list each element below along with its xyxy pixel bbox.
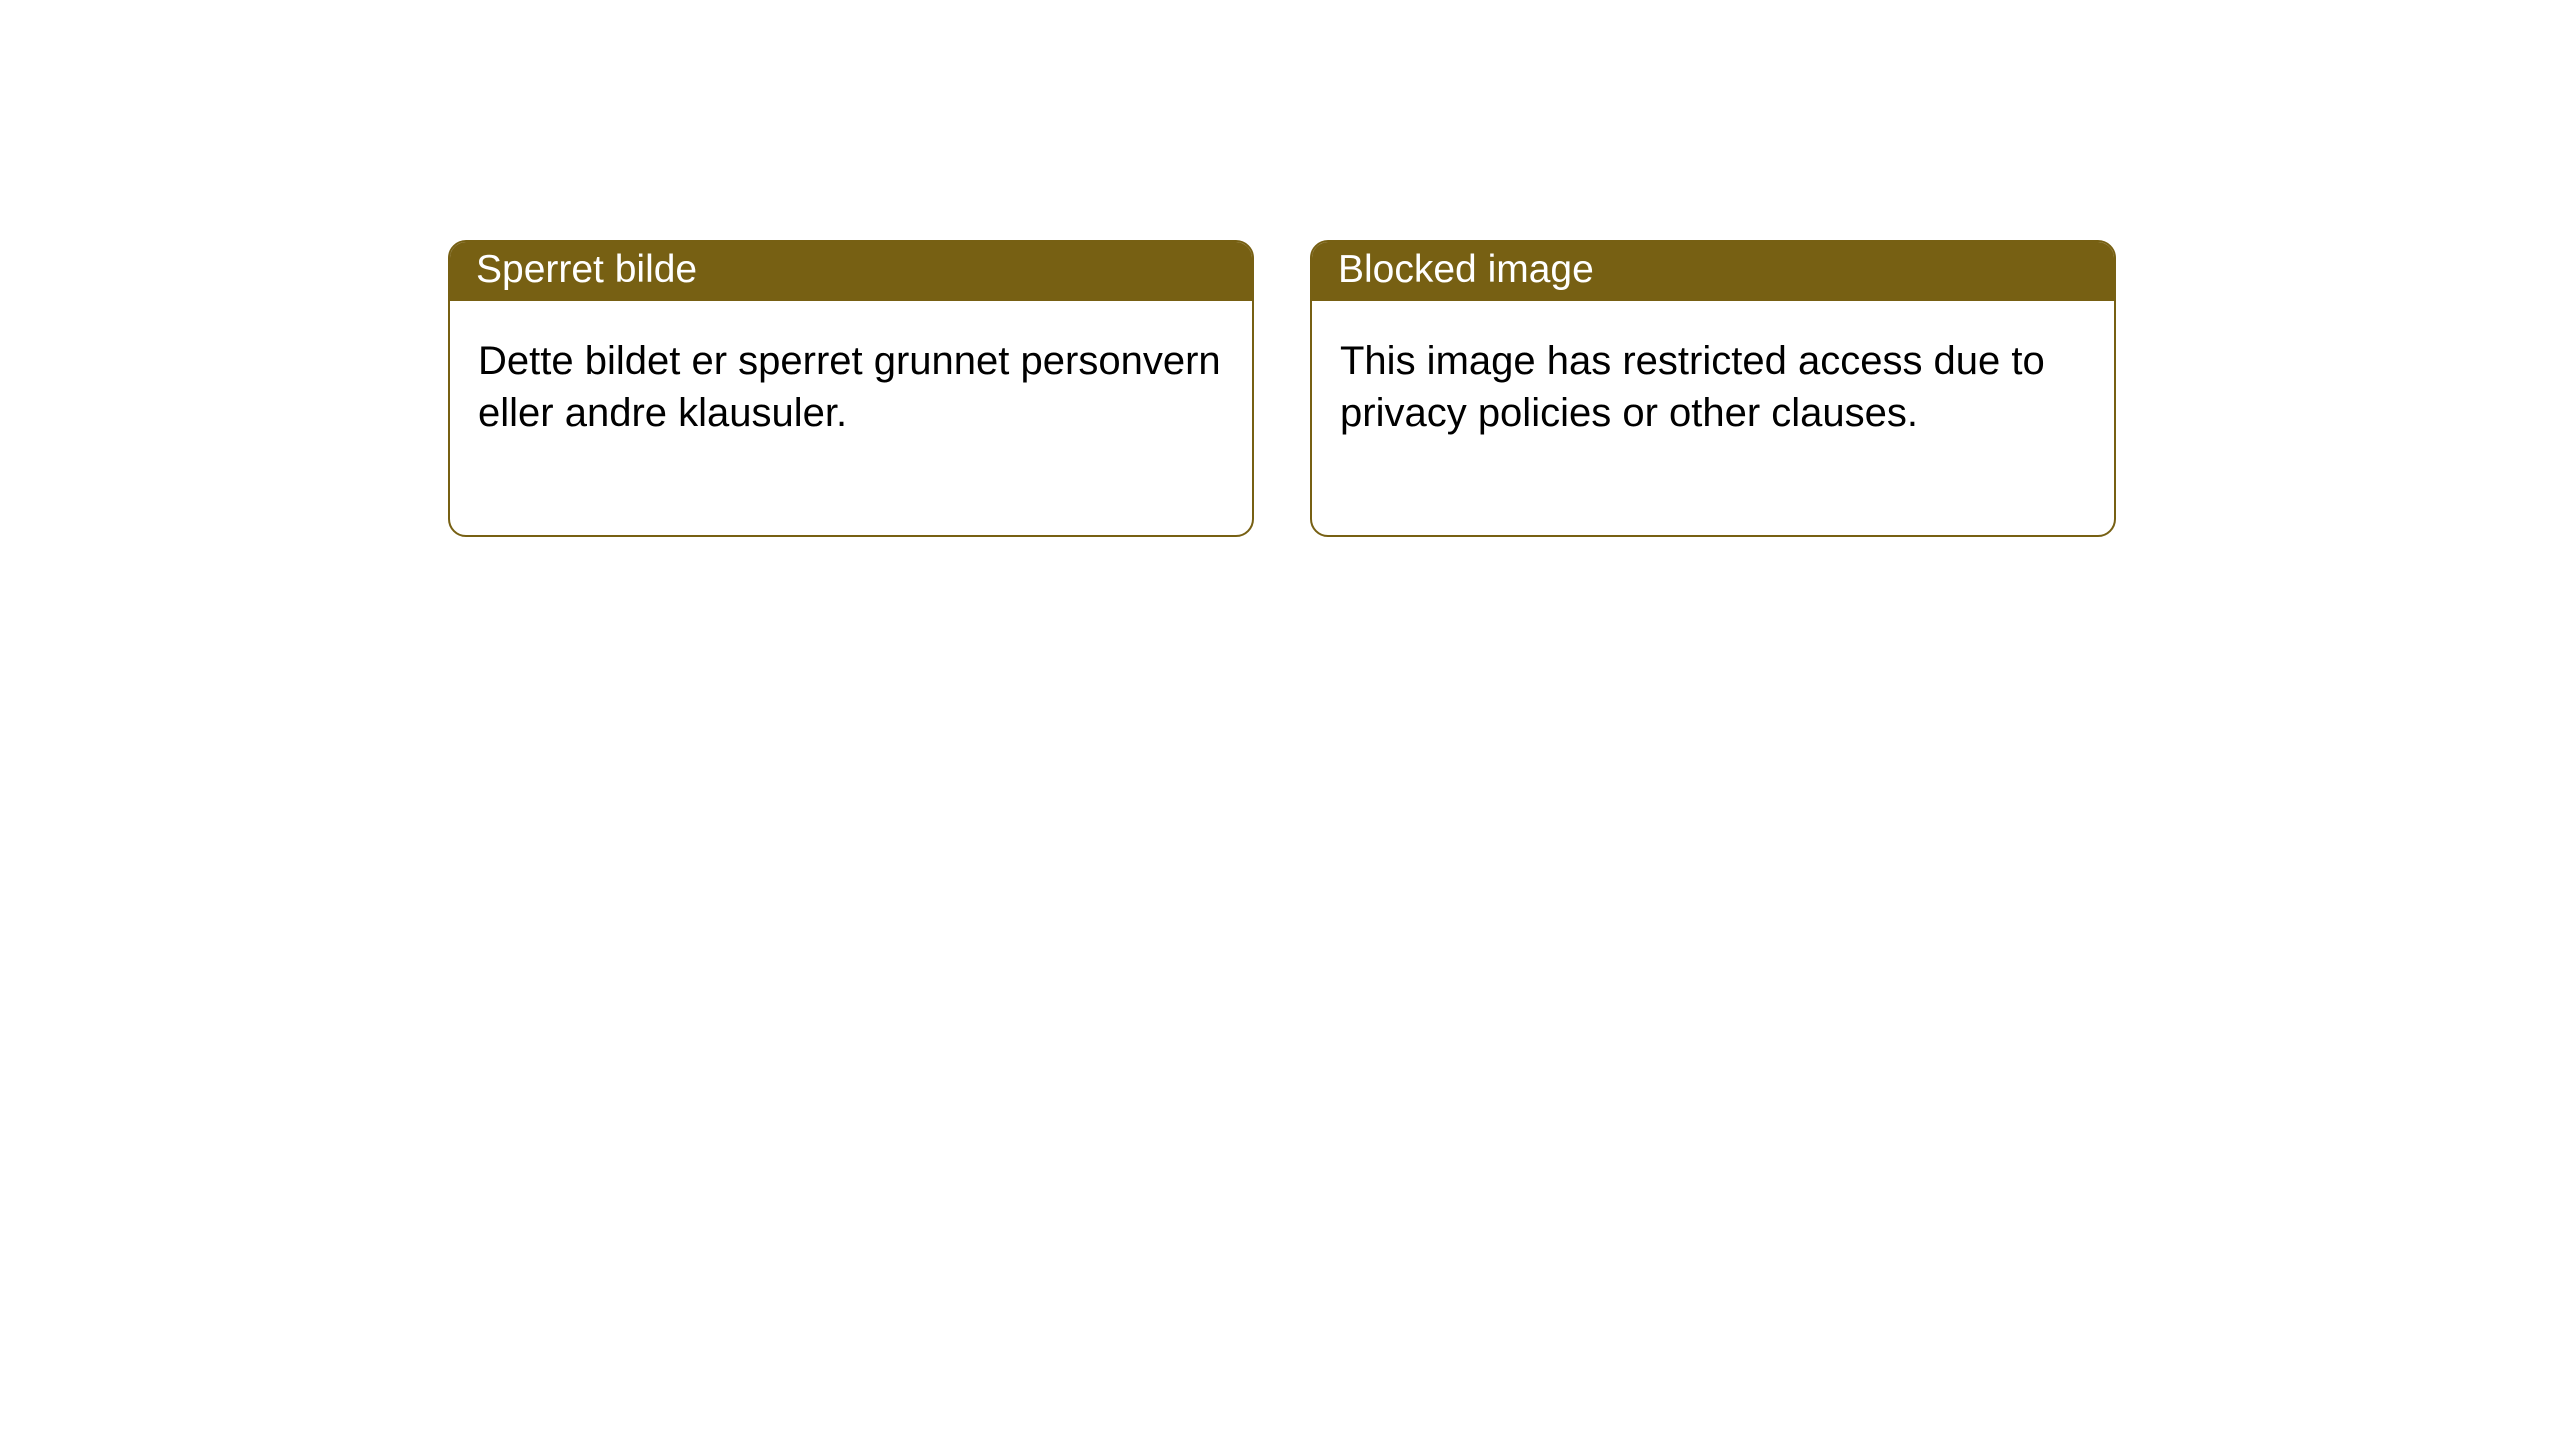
card-header-no: Sperret bilde [450, 242, 1252, 301]
blocked-image-card-en: Blocked image This image has restricted … [1310, 240, 2116, 537]
notice-container: Sperret bilde Dette bildet er sperret gr… [0, 0, 2560, 537]
card-header-en: Blocked image [1312, 242, 2114, 301]
card-body-no: Dette bildet er sperret grunnet personve… [450, 301, 1252, 535]
blocked-image-card-no: Sperret bilde Dette bildet er sperret gr… [448, 240, 1254, 537]
card-body-en: This image has restricted access due to … [1312, 301, 2114, 535]
